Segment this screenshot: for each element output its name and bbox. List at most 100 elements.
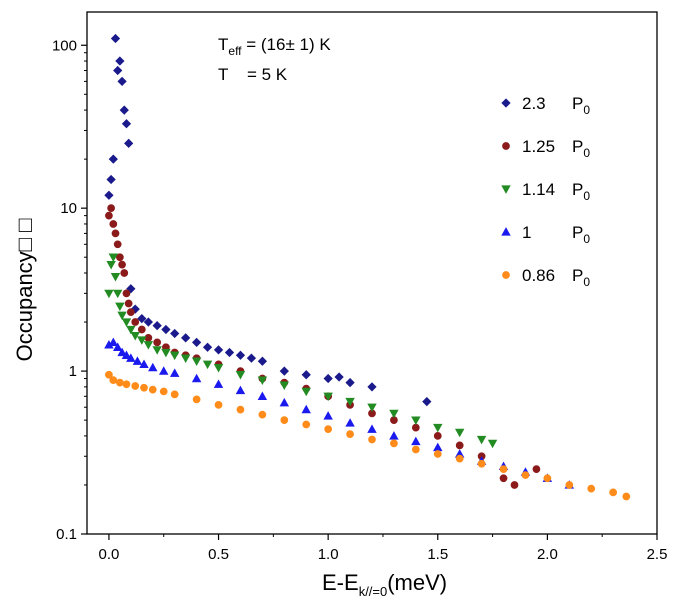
data-point xyxy=(117,311,127,321)
data-point xyxy=(137,336,147,345)
data-point xyxy=(180,354,191,364)
data-point xyxy=(521,471,530,479)
legend-unit: P xyxy=(572,137,583,156)
annotation-teff: Teff = (16± 1) K xyxy=(218,35,331,58)
data-point xyxy=(367,403,377,413)
data-point xyxy=(323,411,333,420)
annotation-teff-value: = (16± 1) K xyxy=(242,35,332,54)
data-point xyxy=(224,347,235,358)
legend-unit: P xyxy=(572,180,583,199)
legend-value: 1 xyxy=(522,223,531,242)
data-point xyxy=(108,337,119,347)
data-point xyxy=(191,357,202,367)
legend-item-2.3: 2.3 P0 xyxy=(501,94,590,117)
data-point xyxy=(367,424,377,433)
data-point xyxy=(126,325,136,335)
legend-marker xyxy=(502,142,510,150)
data-point xyxy=(433,450,442,458)
data-point xyxy=(121,318,132,327)
data-point xyxy=(169,351,180,361)
data-point xyxy=(389,409,399,419)
data-point xyxy=(246,353,257,363)
data-point xyxy=(367,382,377,392)
data-point xyxy=(106,174,116,185)
data-point xyxy=(119,105,129,115)
legend-value: 0.86 xyxy=(522,266,555,285)
data-point xyxy=(124,299,133,308)
data-point xyxy=(236,405,245,414)
data-point xyxy=(345,418,355,427)
data-point xyxy=(422,396,432,407)
data-point xyxy=(499,474,508,483)
data-point xyxy=(117,347,127,357)
x-tick-label: 0.5 xyxy=(208,546,229,563)
data-point xyxy=(346,430,354,439)
data-point xyxy=(104,190,114,200)
data-point xyxy=(258,410,267,419)
data-point xyxy=(213,363,224,373)
data-point xyxy=(104,289,114,299)
x-tick-label: 1.0 xyxy=(318,546,339,563)
data-point xyxy=(279,397,290,407)
data-point xyxy=(132,356,143,365)
legend-unit-subscript: 0 xyxy=(583,146,590,160)
data-point xyxy=(334,372,344,382)
legend-unit-subscript: 0 xyxy=(583,103,590,117)
data-point xyxy=(126,308,135,317)
legend-item-1.25: 1.25 P0 xyxy=(502,137,590,160)
data-point xyxy=(587,484,596,493)
data-point xyxy=(411,436,421,446)
legend-marker xyxy=(501,98,511,108)
data-point xyxy=(279,366,289,376)
data-point xyxy=(345,397,355,407)
legend-unit-subscript: 0 xyxy=(583,275,590,289)
data-point xyxy=(137,313,147,324)
y-tick-label: 100 xyxy=(52,37,77,54)
data-point xyxy=(152,321,162,331)
data-point xyxy=(411,423,420,432)
legend-unit: P xyxy=(572,266,583,285)
series-1.25 xyxy=(105,204,541,489)
data-point xyxy=(108,253,119,263)
data-point xyxy=(181,333,191,343)
data-point xyxy=(111,229,120,238)
data-point xyxy=(455,454,464,463)
data-point xyxy=(214,401,223,409)
data-point xyxy=(323,392,333,402)
data-point xyxy=(144,333,153,342)
annotation-t: T = 5 K xyxy=(218,65,288,84)
data-layer xyxy=(104,33,631,501)
data-point xyxy=(121,119,132,129)
annotation-teff-symbol: T xyxy=(218,35,228,54)
data-point xyxy=(202,360,213,370)
data-point xyxy=(301,370,311,380)
x-tick-label: 2.5 xyxy=(647,546,668,563)
legend-item-0.86: 0.86 P0 xyxy=(502,266,590,289)
data-point xyxy=(107,204,115,213)
data-point xyxy=(170,328,180,339)
legend-marker xyxy=(501,185,511,194)
data-point xyxy=(122,380,131,389)
data-point xyxy=(324,425,333,434)
data-point xyxy=(115,302,125,312)
data-point xyxy=(109,220,118,228)
legend-item-1: 1 P0 xyxy=(501,223,590,246)
data-point xyxy=(202,342,213,352)
x-axis-ticks: 0.0 0.5 1.0 1.5 2.0 2.5 xyxy=(98,534,667,563)
legend-value: 2.3 xyxy=(522,94,546,113)
data-point xyxy=(121,350,132,359)
legend-value: 1.25 xyxy=(522,137,555,156)
data-point xyxy=(213,379,224,388)
data-point xyxy=(112,342,123,351)
data-point xyxy=(454,428,465,438)
data-point xyxy=(543,474,552,483)
data-point xyxy=(487,439,498,449)
data-point xyxy=(323,373,333,384)
y-tick-label: 1 xyxy=(69,363,77,380)
data-point xyxy=(124,138,134,148)
data-point xyxy=(235,371,246,380)
legend-marker xyxy=(501,227,511,236)
data-point xyxy=(345,377,355,388)
data-point xyxy=(137,325,146,334)
x-tick-label: 1.5 xyxy=(427,546,448,563)
